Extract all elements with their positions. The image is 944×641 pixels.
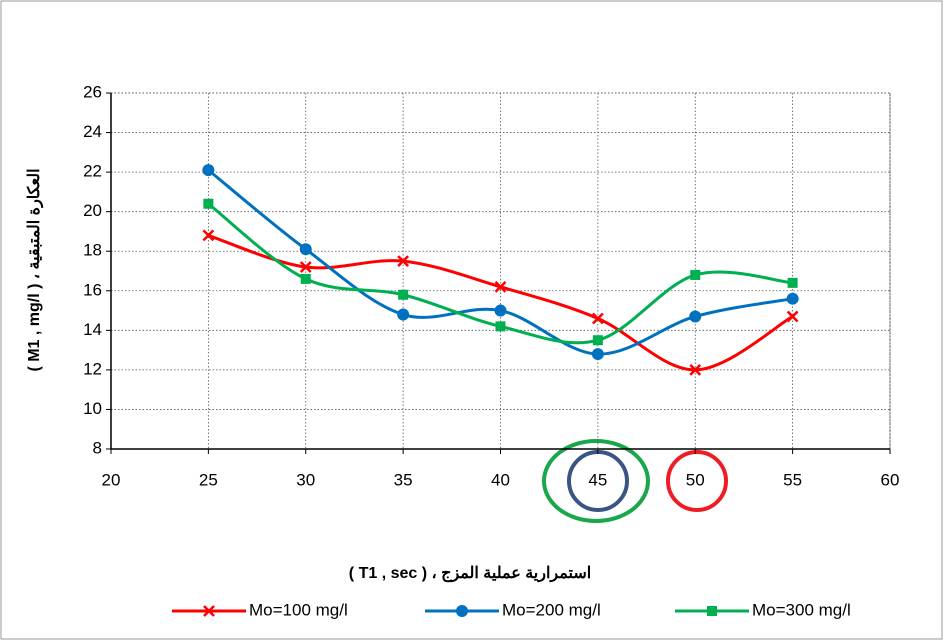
- y-tick-label: 12: [83, 359, 102, 378]
- marker: [202, 229, 215, 242]
- marker: [786, 292, 799, 305]
- y-tick-label: 14: [83, 320, 102, 339]
- x-tick-label: 40: [491, 470, 510, 489]
- marker: [494, 280, 507, 293]
- marker: [299, 243, 312, 256]
- y-axis-label: العكارة المتبقية ، ( M1 , mg/l ): [26, 168, 44, 371]
- x-tick-label: 20: [102, 470, 121, 489]
- x-tick-label: 45: [588, 470, 607, 489]
- legend-marker: [203, 605, 215, 617]
- y-tick-label: 24: [83, 122, 102, 141]
- marker: [591, 348, 604, 361]
- marker: [299, 261, 312, 273]
- x-tick-label: 25: [199, 470, 218, 489]
- marker: [398, 289, 409, 300]
- marker: [786, 310, 799, 323]
- marker: [690, 269, 701, 280]
- marker: [787, 277, 798, 288]
- y-tick-label: 26: [83, 82, 102, 101]
- y-tick-label: 16: [83, 280, 102, 299]
- marker: [689, 310, 702, 323]
- marker: [494, 304, 507, 317]
- marker: [397, 255, 410, 267]
- x-tick-label: 60: [881, 470, 900, 489]
- x-tick-label: 30: [296, 470, 315, 489]
- y-tick-label: 8: [93, 438, 102, 457]
- legend-marker: [707, 606, 717, 616]
- marker: [689, 364, 702, 376]
- legend-marker: [456, 605, 468, 617]
- highlight-ellipse: [542, 439, 650, 523]
- y-tick-label: 22: [83, 162, 102, 181]
- marker: [495, 321, 506, 332]
- y-tick-label: 18: [83, 241, 102, 260]
- x-axis-label: استمرارية عملية المزج ، ( T1 , sec ): [349, 565, 591, 583]
- marker: [592, 335, 603, 346]
- marker: [203, 198, 214, 209]
- legend-label: Mo=100 mg/l: [249, 600, 348, 619]
- marker: [300, 273, 311, 284]
- legend-label: Mo=200 mg/l: [502, 600, 601, 619]
- y-tick-label: 10: [83, 399, 102, 418]
- y-tick-label: 20: [83, 201, 102, 220]
- highlight-circle: [666, 450, 728, 512]
- marker: [397, 308, 410, 321]
- legend-label: Mo=300 mg/l: [752, 600, 851, 619]
- marker: [591, 312, 604, 325]
- marker: [202, 164, 215, 177]
- x-tick-label: 50: [686, 470, 705, 489]
- plot-frame: [110, 92, 891, 450]
- x-tick-label: 35: [394, 470, 413, 489]
- x-tick-label: 55: [783, 470, 802, 489]
